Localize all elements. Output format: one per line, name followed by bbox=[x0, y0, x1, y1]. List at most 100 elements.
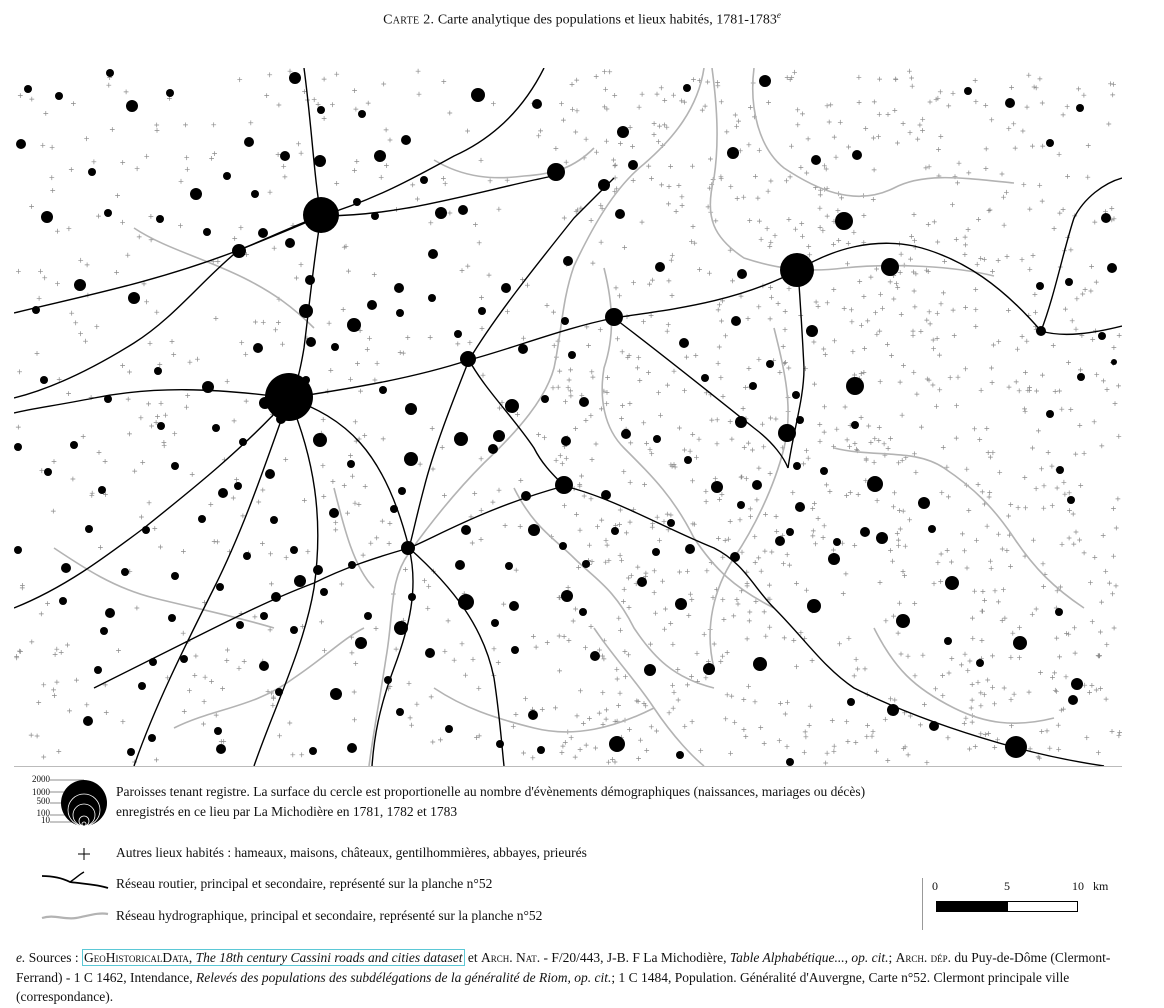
parish-circle bbox=[280, 151, 290, 161]
parish-circle bbox=[303, 197, 339, 233]
parish-circle bbox=[796, 416, 804, 424]
parish-circle bbox=[348, 561, 356, 569]
parish-circle bbox=[628, 160, 638, 170]
parishes-layer bbox=[14, 69, 1117, 766]
parish-circle bbox=[149, 658, 157, 666]
parish-circle bbox=[302, 376, 310, 384]
river-network bbox=[53, 68, 1085, 766]
parish-circle bbox=[737, 501, 745, 509]
parish-circle bbox=[289, 72, 301, 84]
parish-circle bbox=[555, 476, 573, 494]
river-tributary-12 bbox=[333, 487, 375, 589]
parish-circle bbox=[285, 238, 295, 248]
parish-circle bbox=[685, 544, 695, 554]
parish-circle bbox=[1055, 608, 1063, 616]
parish-circle bbox=[579, 608, 587, 616]
road-g bbox=[14, 389, 290, 414]
parish-circle bbox=[156, 215, 164, 223]
parish-circle bbox=[896, 614, 910, 628]
prop-value-500: 500 bbox=[36, 796, 51, 806]
road-i bbox=[133, 397, 290, 766]
parish-circle bbox=[458, 594, 474, 610]
parish-circle bbox=[218, 488, 228, 498]
parish-circle bbox=[867, 476, 883, 492]
parish-circle bbox=[846, 377, 864, 395]
prop-value-2000: 2000 bbox=[32, 774, 50, 784]
parish-circle bbox=[609, 736, 625, 752]
river-tributary-1 bbox=[433, 147, 595, 179]
parish-circle bbox=[775, 536, 785, 546]
parish-circle bbox=[166, 89, 174, 97]
parish-circle bbox=[521, 491, 531, 501]
parish-circle bbox=[203, 228, 211, 236]
parish-circle bbox=[964, 87, 972, 95]
parish-circle bbox=[371, 212, 379, 220]
parish-circle bbox=[317, 106, 325, 114]
parish-circle bbox=[384, 676, 392, 684]
parish-circle bbox=[731, 316, 741, 326]
note-sep1: ; bbox=[888, 950, 896, 965]
parish-circle bbox=[299, 304, 313, 318]
parish-circle bbox=[1056, 466, 1064, 474]
scale-label-5: 5 bbox=[1004, 879, 1010, 893]
parish-circle bbox=[216, 583, 224, 591]
parish-circle bbox=[100, 627, 108, 635]
parish-circle bbox=[605, 308, 623, 326]
parish-circle bbox=[505, 562, 513, 570]
parish-circle bbox=[353, 198, 361, 206]
parish-circle bbox=[236, 621, 244, 629]
parish-circle bbox=[148, 734, 156, 742]
parish-circle bbox=[590, 651, 600, 661]
legend-hydro: Réseau hydrographique, principal et seco… bbox=[116, 908, 543, 923]
road-line-icon bbox=[41, 871, 109, 889]
parish-circle bbox=[259, 661, 269, 671]
dataset-link[interactable]: GeoHistoricalData, The 18th century Cass… bbox=[82, 949, 465, 966]
parish-circle bbox=[496, 740, 504, 748]
parish-circle bbox=[104, 209, 112, 217]
parish-circle bbox=[347, 318, 361, 332]
parish-circle bbox=[367, 300, 377, 310]
parish-circle bbox=[851, 421, 859, 429]
parish-circle bbox=[216, 744, 226, 754]
parish-circle bbox=[786, 758, 794, 766]
parish-circle bbox=[394, 621, 408, 635]
parish-circle bbox=[70, 441, 78, 449]
parish-circle bbox=[1036, 326, 1046, 336]
parish-circle bbox=[85, 525, 93, 533]
parish-circle bbox=[157, 422, 165, 430]
parish-circle bbox=[374, 150, 386, 162]
parish-circle bbox=[16, 139, 26, 149]
parish-circle bbox=[1005, 98, 1015, 108]
parish-circle bbox=[309, 747, 317, 755]
parish-circle bbox=[401, 541, 415, 555]
river-main bbox=[368, 68, 705, 766]
parish-circle bbox=[806, 325, 818, 337]
parish-circle bbox=[881, 258, 899, 276]
parish-circle bbox=[532, 99, 542, 109]
parish-circle bbox=[138, 682, 146, 690]
river-northeast bbox=[751, 68, 1015, 197]
scale-bracket bbox=[922, 878, 923, 930]
river-east bbox=[709, 68, 995, 277]
parish-circle bbox=[505, 399, 519, 413]
parish-circle bbox=[445, 725, 453, 733]
parish-circle bbox=[1036, 282, 1044, 290]
river-tributary-6 bbox=[133, 227, 315, 329]
parish-circle bbox=[1046, 410, 1054, 418]
parish-circle bbox=[493, 430, 505, 442]
legend-parishes-line2: enregistrés en ce lieu par La Michodière… bbox=[116, 804, 458, 819]
parish-circle bbox=[168, 614, 176, 622]
scale-label-0: 0 bbox=[932, 879, 938, 893]
river-line-icon bbox=[41, 912, 109, 920]
parish-circle bbox=[55, 92, 63, 100]
parish-circle bbox=[1101, 213, 1111, 223]
parish-circle bbox=[355, 637, 367, 649]
parish-circle bbox=[807, 599, 821, 613]
river-tributary-11 bbox=[593, 627, 705, 766]
parish-circle bbox=[190, 188, 202, 200]
parish-circle bbox=[1005, 736, 1027, 758]
parish-circle bbox=[74, 279, 86, 291]
parish-circle bbox=[320, 588, 328, 596]
parish-circle bbox=[461, 525, 471, 535]
road-network bbox=[14, 68, 1122, 766]
